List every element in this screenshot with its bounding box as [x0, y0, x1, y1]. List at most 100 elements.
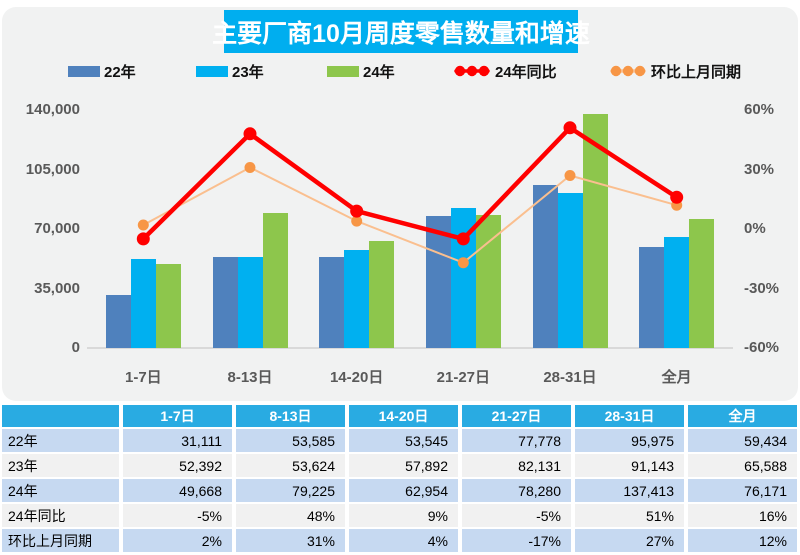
bar-23年-8-13日: [237, 256, 263, 348]
table-cell: 2%: [123, 529, 232, 552]
bar-24年-21-27日: [475, 214, 501, 348]
x-category-label: 28-31日: [543, 369, 597, 386]
plot-area: [87, 110, 733, 349]
marker-环比上月同期-8-13日: [244, 162, 256, 173]
marker-24年同比-28-31日: [563, 121, 577, 135]
table-row-label: 环比上月同期: [2, 529, 119, 552]
right-tick-label: 0%: [744, 220, 766, 237]
line-环比上月同期: [142, 166, 678, 264]
bar-24年-1-7日: [155, 263, 181, 348]
table-cell: 57,892: [349, 454, 458, 477]
table-cell: 95,975: [575, 429, 684, 452]
table-cell: 27%: [575, 529, 684, 552]
legend-item-24年: 24年: [327, 60, 395, 82]
marker-环比上月同期-28-31日: [564, 170, 576, 181]
table-cell: 77,778: [462, 429, 571, 452]
table-cell: 79,225: [236, 479, 345, 502]
table-header-cell: 28-31日: [575, 405, 684, 427]
bar-22年-28-31日: [532, 184, 558, 348]
table-cell: 65,588: [688, 454, 797, 477]
bar-23年-1-7日: [130, 258, 156, 348]
legend-swatch-icon: [68, 65, 100, 77]
table-cell: 91,143: [575, 454, 684, 477]
table-cell: 4%: [349, 529, 458, 552]
table-row-label: 23年: [2, 454, 119, 477]
legend-label: 23年: [232, 63, 264, 81]
legend-item-环比上月同期: 环比上月同期: [609, 60, 741, 82]
data-table: 1-7日 8-13日 14-20日 21-27日 28-31日 全月 22年 31,111 53…: [2, 405, 797, 552]
legend-label: 22年: [104, 63, 136, 81]
marker-环比上月同期-14-20日: [351, 215, 363, 227]
legend-item-23年: 23年: [196, 60, 264, 82]
table-cell: 82,131: [462, 454, 571, 477]
table-cell: 59,434: [688, 429, 797, 452]
marker-环比上月同期-1-7日: [137, 219, 149, 231]
bar-23年-28-31日: [557, 193, 583, 348]
table-cell: 31%: [236, 529, 345, 552]
legend-swatch-icon: [196, 65, 228, 77]
x-category-label: 1-7日: [124, 369, 162, 386]
table-cell: 49,668: [123, 479, 232, 502]
table-cell: 78,280: [462, 479, 571, 502]
table-cell: -17%: [462, 529, 571, 552]
legend-label: 环比上月同期: [651, 63, 742, 81]
table-cell: -5%: [123, 504, 232, 527]
bar-22年-21-27日: [425, 215, 451, 348]
line-24年同比: [141, 125, 679, 242]
line-series-overlay: [136, 121, 684, 269]
legend-label: 24年同比: [495, 63, 557, 81]
table-header-cell: 21-27日: [462, 405, 571, 427]
marker-24年同比-14-20日: [350, 204, 364, 218]
table-cell: -5%: [462, 504, 571, 527]
x-category-label: 全月: [661, 369, 692, 386]
table-cell: 62,954: [349, 479, 458, 502]
bar-22年-全月: [639, 247, 665, 348]
y-tick-label: 0: [71, 339, 80, 356]
table-cell: 9%: [349, 504, 458, 527]
bar-24年-28-31日: [582, 114, 608, 348]
x-category-label: 21-27日: [436, 369, 491, 386]
table-header-cell: 8-13日: [236, 405, 345, 427]
table-cell: 51%: [575, 504, 684, 527]
table-header-cell: 全月: [688, 405, 797, 427]
chart-title: 主要厂商10月周度零售数量和增速: [212, 10, 590, 53]
right-tick-label: 60%: [744, 101, 775, 118]
bar-24年-8-13日: [262, 213, 288, 348]
table-row-label: 22年: [2, 429, 119, 452]
y-tick-label: 140,000: [25, 101, 80, 118]
x-category-label: 8-13日: [227, 369, 273, 386]
bar-24年-全月: [689, 218, 715, 348]
legend-item-24年同比: 24年同比: [453, 60, 557, 82]
marker-24年同比-8-13日: [243, 127, 257, 141]
bar-22年-14-20日: [319, 257, 345, 348]
table-cell: 137,413: [575, 479, 684, 502]
table-row-label: 24年同比: [2, 504, 119, 527]
table-header-corner: [2, 405, 119, 427]
marker-24年同比-21-27日: [456, 232, 470, 246]
table-cell: 31,111: [123, 429, 232, 452]
legend-swatch-icon: [327, 65, 359, 77]
bar-23年-全月: [664, 236, 690, 348]
marker-环比上月同期-21-27日: [457, 257, 469, 269]
legend-item-22年: 22年: [68, 60, 136, 82]
table-row-label: 24年: [2, 479, 119, 502]
table-cell: 16%: [688, 504, 797, 527]
table-cell: 12%: [688, 529, 797, 552]
y-tick-label: 70,000: [34, 220, 80, 237]
x-category-label: 14-20日: [329, 369, 384, 386]
marker-24年同比-全月: [670, 190, 684, 204]
x-axis-line: [87, 347, 733, 349]
y-tick-label: 35,000: [34, 279, 80, 297]
table-header-cell: 14-20日: [349, 405, 458, 427]
table-cell: 53,585: [236, 429, 345, 452]
y-tick-label: 105,000: [25, 160, 80, 178]
table-cell: 52,392: [123, 454, 232, 477]
right-tick-label: -60%: [744, 339, 780, 356]
table-cell: 53,545: [349, 429, 458, 452]
table-header-cell: 1-7日: [123, 405, 232, 427]
bar-22年-1-7日: [105, 295, 131, 348]
table-cell: 48%: [236, 504, 345, 527]
bar-22年-8-13日: [212, 256, 238, 348]
legend-label: 24年: [363, 63, 395, 81]
